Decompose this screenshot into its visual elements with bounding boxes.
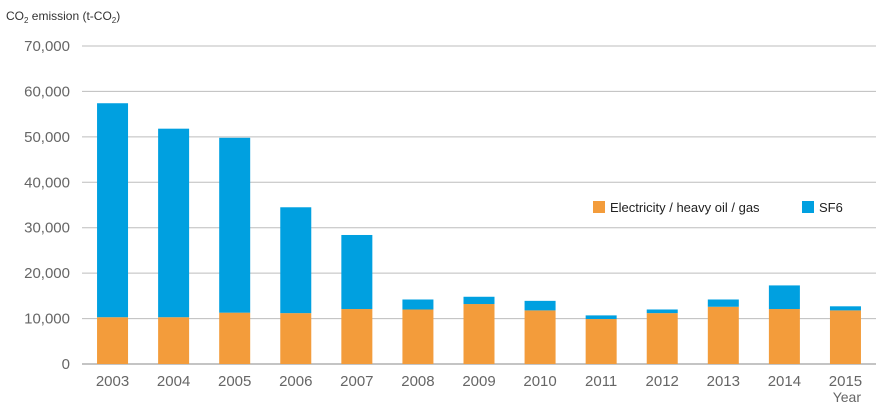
y-tick-label: 40,000 [24,174,70,191]
y-tick-label: 50,000 [24,129,70,146]
x-tick-label: 2015 [829,373,862,390]
bar-electricity [463,304,495,364]
bar-sf6 [158,128,190,318]
legend-swatch-electricity [593,201,605,213]
bar-electricity [585,319,617,364]
bar-sf6 [280,207,312,314]
x-tick-label: 2005 [218,373,251,390]
x-tick-label: 2012 [646,373,679,390]
legend: Electricity / heavy oil / gas SF6 [593,200,843,215]
bar-electricity [402,309,434,364]
bar-electricity [280,313,312,364]
bar-sf6 [585,315,617,320]
bar-sf6 [402,299,434,310]
x-tick-label: 2007 [340,373,373,390]
x-tick-label: 2013 [707,373,740,390]
x-axis-ticks: 2003 2004 2005 2006 2007 2008 2009 2010 2011 2012… [96,373,862,390]
y-tick-label: 10,000 [24,311,70,328]
legend-swatch-sf6 [802,201,814,213]
y-tick-label: 30,000 [24,220,70,237]
y-tick-label: 70,000 [24,38,70,55]
x-tick-label: 2014 [768,373,801,390]
bar-sf6 [768,285,800,310]
bar-electricity [646,313,678,364]
x-tick-label: 2010 [523,373,556,390]
x-tick-label: 2008 [401,373,434,390]
bar-sf6 [707,299,739,307]
bar-sf6 [463,296,495,305]
x-tick-label: 2011 [585,373,617,390]
x-tick-label: 2003 [96,373,129,390]
y-tick-label: 20,000 [24,265,70,282]
y-tick-label: 60,000 [24,83,70,100]
bar-sf6 [829,306,861,311]
bars [97,103,861,364]
bar-electricity [158,317,190,364]
bar-sf6 [524,300,556,311]
y-tick-label: 0 [62,356,70,373]
bar-sf6 [97,103,129,318]
bar-electricity [219,312,251,364]
bar-electricity [768,309,800,364]
bar-electricity [524,310,556,364]
bar-sf6 [341,234,373,310]
bar-electricity [707,306,739,364]
y-axis-ticks: 0 10,000 20,000 30,000 40,000 50,000 60,000 70,… [24,38,70,373]
x-axis-label: Year [833,389,862,405]
x-tick-label: 2006 [279,373,312,390]
legend-label-sf6: SF6 [819,200,843,215]
legend-label-electricity: Electricity / heavy oil / gas [610,200,760,215]
y-axis-unit-label: CO2 emission (t-CO2) [6,9,120,25]
bar-electricity [97,317,129,364]
bar-electricity [341,309,373,364]
gridlines [82,45,876,365]
bar-sf6 [646,309,678,314]
x-tick-label: 2009 [462,373,495,390]
x-tick-label: 2004 [157,373,190,390]
bar-sf6 [219,137,251,313]
bar-electricity [829,310,861,364]
